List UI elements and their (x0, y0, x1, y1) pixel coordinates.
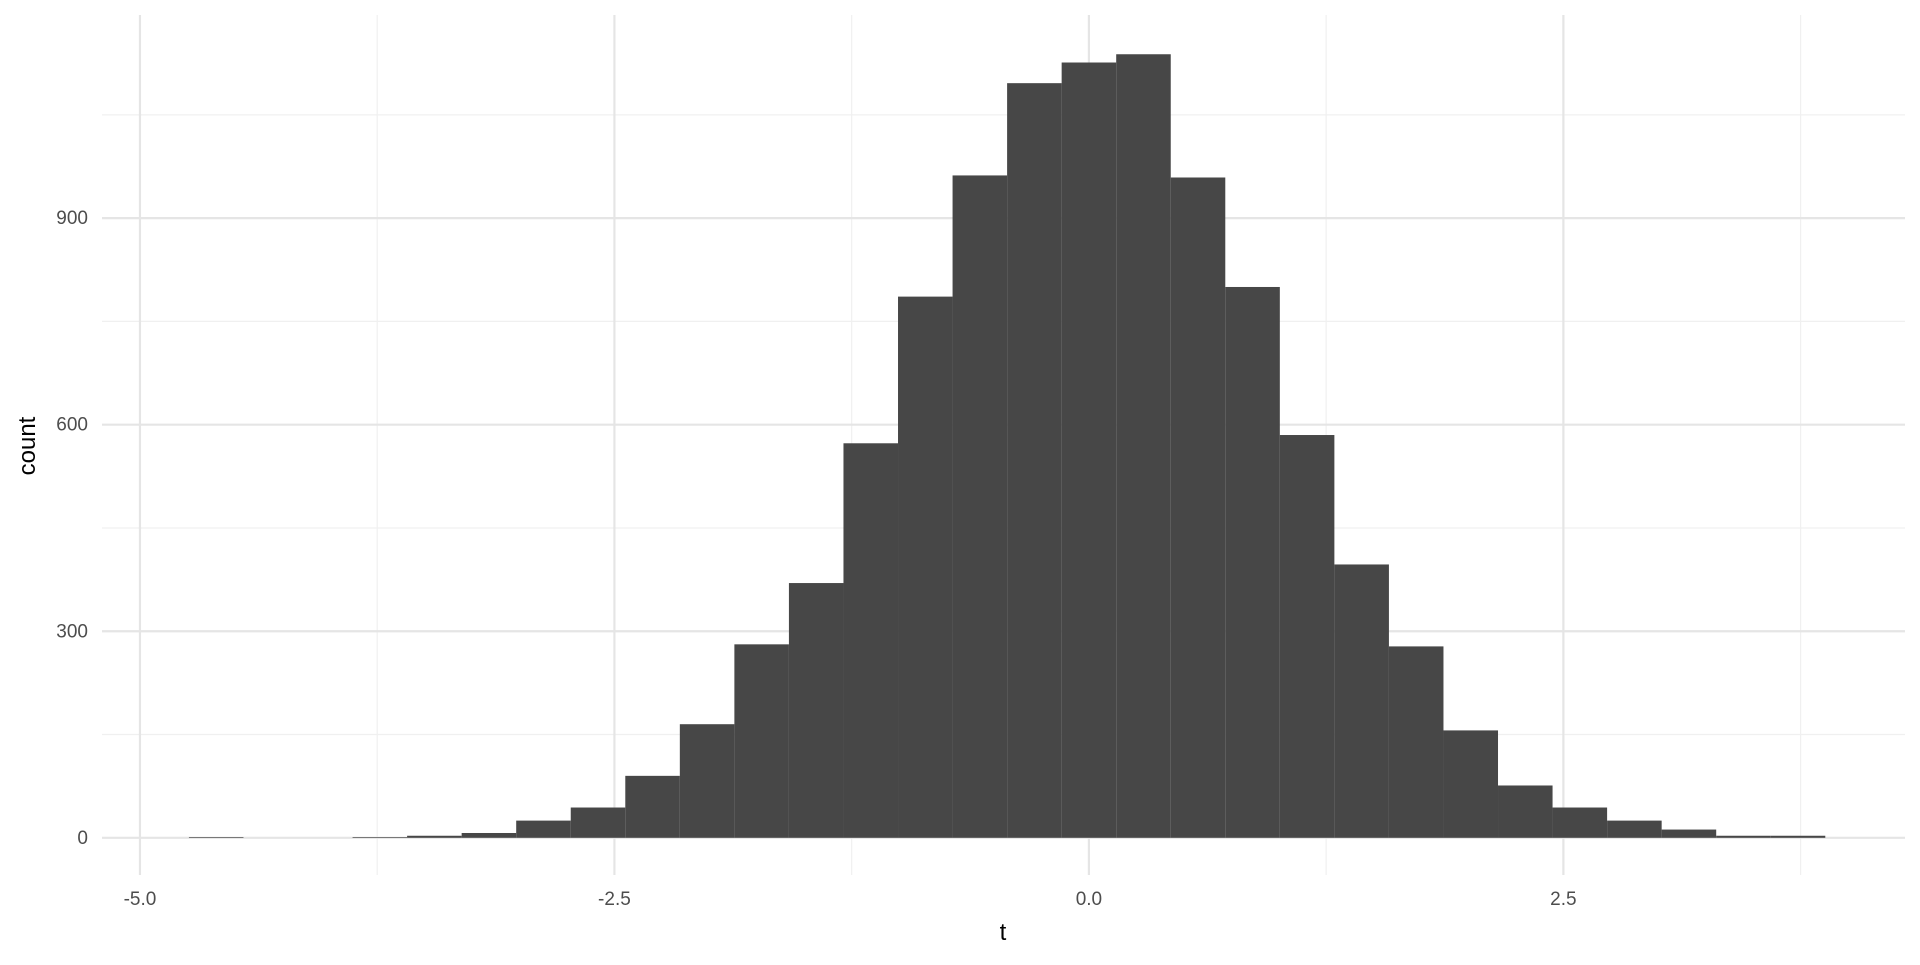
histogram-bar (952, 175, 1008, 838)
x-axis-title: t (1000, 919, 1007, 946)
histogram-bar (1279, 435, 1335, 838)
x-tick-label: 0.0 (1076, 889, 1102, 910)
histogram-bar (625, 775, 680, 838)
histogram-bar (1116, 54, 1171, 838)
histogram-bar (679, 724, 735, 838)
x-tick-label: 2.5 (1550, 889, 1576, 910)
histogram-bar (570, 807, 626, 838)
histogram-bar (1388, 646, 1444, 838)
histogram-bar (734, 644, 789, 838)
y-tick-label: 0 (77, 828, 88, 849)
histogram-bar (898, 296, 953, 838)
histogram-bar (461, 832, 517, 838)
histogram-bar (1061, 62, 1117, 838)
histogram-bar (1334, 564, 1389, 838)
bars (188, 54, 1826, 838)
y-tick-label: 300 (56, 621, 88, 642)
y-tick-label: 900 (56, 208, 88, 229)
histogram-bar (1552, 807, 1608, 838)
histogram-bar (1770, 835, 1826, 838)
histogram-bar (352, 837, 408, 838)
histogram-bar (516, 820, 571, 838)
histogram-bar (188, 837, 244, 838)
y-tick-label: 600 (56, 415, 88, 436)
histogram-bar (1225, 286, 1280, 838)
x-tick-label: -2.5 (598, 889, 631, 910)
histogram-bar (1607, 820, 1662, 838)
histogram-bar (788, 583, 844, 838)
y-axis-title: count (14, 416, 41, 475)
histogram-bar (843, 443, 899, 838)
histogram-bar (1007, 83, 1062, 838)
histogram-bar (407, 835, 462, 838)
histogram-bar (1443, 730, 1499, 838)
histogram-bar (1170, 177, 1226, 838)
histogram-bar (1661, 829, 1717, 838)
histogram-bar (1498, 785, 1553, 838)
histogram-bar (1716, 835, 1771, 838)
x-tick-label: -5.0 (124, 889, 157, 910)
tick-labels: 0 300 600 900 -5.0 -2.5 0.0 2.5 (56, 208, 1576, 910)
